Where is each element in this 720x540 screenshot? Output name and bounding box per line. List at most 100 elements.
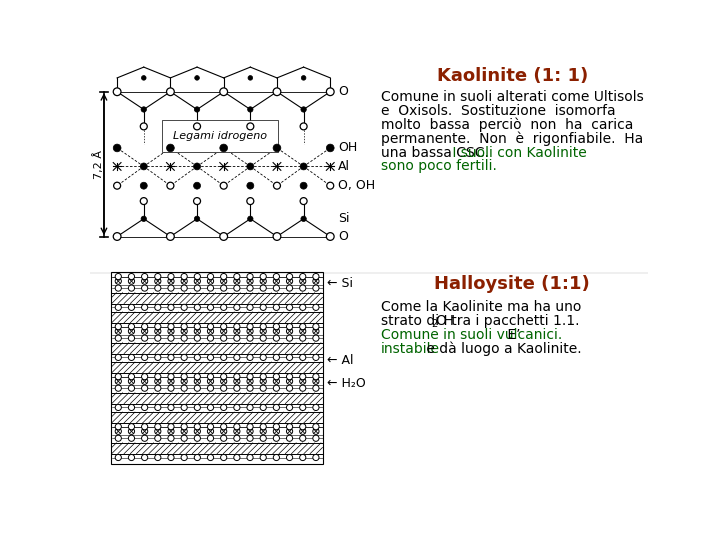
Text: 2: 2 — [431, 319, 437, 328]
Circle shape — [128, 378, 135, 384]
Circle shape — [234, 285, 240, 291]
Text: E’: E’ — [503, 328, 521, 342]
Circle shape — [300, 385, 306, 392]
Circle shape — [115, 285, 122, 291]
Circle shape — [168, 354, 174, 361]
Circle shape — [167, 182, 174, 189]
Circle shape — [166, 144, 174, 152]
Circle shape — [207, 285, 214, 291]
Circle shape — [113, 88, 121, 96]
Circle shape — [115, 428, 122, 434]
Text: ← Al: ← Al — [327, 354, 354, 367]
Circle shape — [155, 285, 161, 291]
Circle shape — [220, 335, 227, 341]
Circle shape — [312, 404, 319, 410]
Circle shape — [301, 107, 306, 112]
Circle shape — [168, 423, 174, 430]
Circle shape — [220, 374, 227, 380]
Circle shape — [194, 163, 201, 170]
Circle shape — [273, 88, 281, 96]
Circle shape — [234, 455, 240, 461]
Circle shape — [312, 378, 319, 384]
Circle shape — [312, 423, 319, 430]
Circle shape — [300, 435, 306, 441]
Circle shape — [155, 328, 161, 334]
Circle shape — [207, 423, 214, 430]
Circle shape — [115, 435, 122, 441]
Circle shape — [300, 378, 306, 384]
Text: O: O — [338, 230, 348, 243]
Circle shape — [194, 385, 200, 392]
Circle shape — [287, 278, 292, 284]
Circle shape — [194, 304, 200, 310]
Circle shape — [300, 123, 307, 130]
Circle shape — [234, 374, 240, 380]
Circle shape — [248, 107, 253, 112]
Circle shape — [194, 323, 200, 330]
Circle shape — [142, 335, 148, 341]
Circle shape — [168, 374, 174, 380]
Circle shape — [312, 374, 319, 380]
Circle shape — [155, 428, 161, 434]
Circle shape — [115, 455, 122, 461]
Circle shape — [168, 435, 174, 441]
Circle shape — [234, 304, 240, 310]
Circle shape — [287, 455, 292, 461]
Circle shape — [142, 428, 148, 434]
Circle shape — [220, 428, 227, 434]
Circle shape — [247, 423, 253, 430]
Circle shape — [247, 304, 253, 310]
Circle shape — [142, 278, 148, 284]
Circle shape — [207, 328, 214, 334]
Circle shape — [312, 328, 319, 334]
Circle shape — [274, 182, 281, 189]
Circle shape — [115, 304, 122, 310]
Circle shape — [220, 378, 227, 384]
Circle shape — [287, 304, 292, 310]
Circle shape — [247, 385, 253, 392]
Circle shape — [207, 428, 214, 434]
Circle shape — [234, 404, 240, 410]
Text: strato di H: strato di H — [381, 314, 454, 328]
Circle shape — [207, 273, 214, 280]
Circle shape — [207, 385, 214, 392]
Circle shape — [274, 323, 279, 330]
Circle shape — [300, 323, 306, 330]
Circle shape — [115, 328, 122, 334]
Circle shape — [168, 323, 174, 330]
Circle shape — [234, 385, 240, 392]
Circle shape — [220, 278, 227, 284]
Circle shape — [194, 285, 200, 291]
Circle shape — [141, 76, 146, 80]
Circle shape — [168, 328, 174, 334]
Circle shape — [181, 374, 187, 380]
Circle shape — [142, 435, 148, 441]
Circle shape — [181, 428, 187, 434]
Circle shape — [260, 378, 266, 384]
Circle shape — [207, 404, 214, 410]
Circle shape — [234, 323, 240, 330]
Circle shape — [220, 285, 227, 291]
Circle shape — [274, 423, 279, 430]
Circle shape — [128, 354, 135, 361]
Circle shape — [155, 378, 161, 384]
Circle shape — [287, 374, 292, 380]
Circle shape — [194, 378, 200, 384]
Circle shape — [155, 273, 161, 280]
Circle shape — [207, 455, 214, 461]
Circle shape — [287, 273, 292, 280]
Circle shape — [247, 198, 254, 205]
Circle shape — [260, 385, 266, 392]
Circle shape — [234, 435, 240, 441]
Circle shape — [207, 335, 214, 341]
Circle shape — [260, 404, 266, 410]
Circle shape — [247, 335, 253, 341]
Text: Come la Kaolinite ma ha uno: Come la Kaolinite ma ha uno — [381, 300, 581, 314]
Circle shape — [181, 385, 187, 392]
Circle shape — [234, 273, 240, 280]
Circle shape — [194, 182, 201, 189]
Circle shape — [142, 378, 148, 384]
Circle shape — [220, 423, 227, 430]
Circle shape — [115, 404, 122, 410]
Circle shape — [181, 435, 187, 441]
